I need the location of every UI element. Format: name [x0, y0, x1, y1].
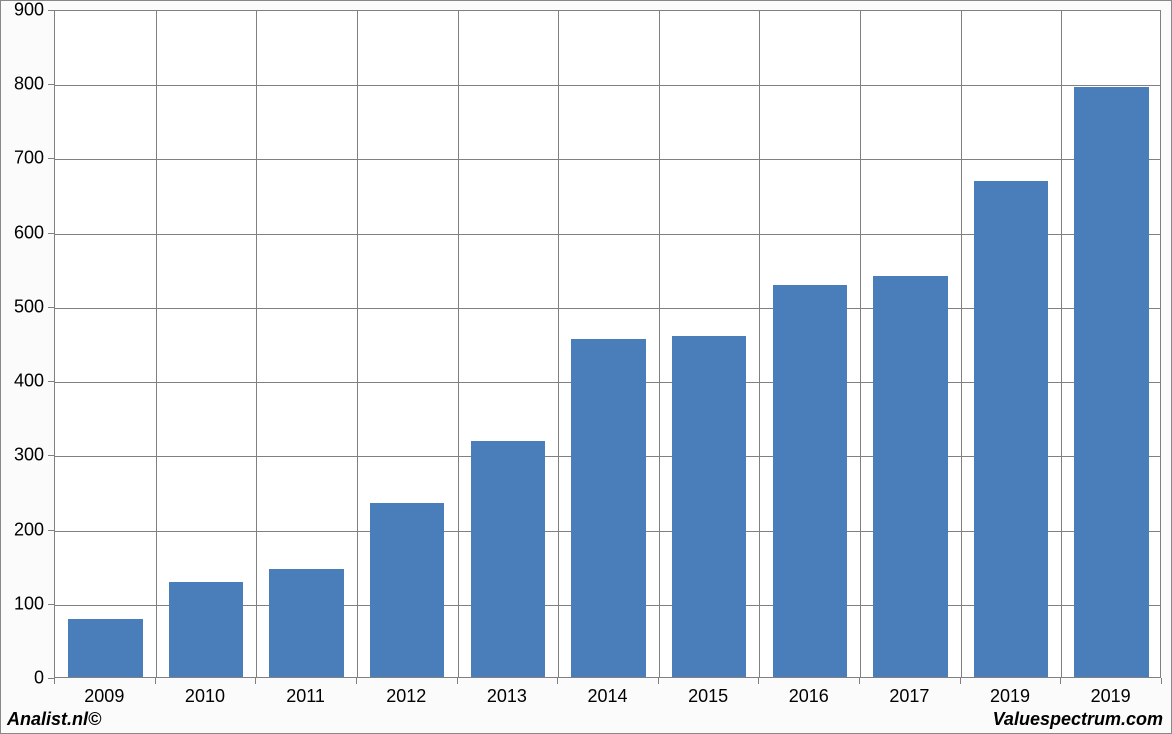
footer-right: Valuespectrum.com: [993, 709, 1163, 730]
gridline-v: [256, 11, 257, 677]
ytick-mark: [48, 307, 54, 308]
ytick-mark: [48, 455, 54, 456]
plot-area: [55, 11, 1160, 677]
bar: [68, 619, 142, 677]
xtick-mark: [557, 678, 558, 684]
ytick-mark: [48, 604, 54, 605]
bar: [974, 181, 1048, 677]
ytick-mark: [48, 233, 54, 234]
chart-container: 0 100 200 300 400 500 600 700 800 900 2009 2010 201…: [0, 0, 1172, 734]
ytick-mark: [48, 84, 54, 85]
xtick-label: 2017: [889, 686, 929, 707]
ytick-mark: [48, 10, 54, 11]
bar: [1074, 87, 1148, 677]
xtick-label: 2016: [789, 686, 829, 707]
gridline-v: [156, 11, 157, 677]
bar: [370, 503, 444, 677]
gridline-v: [860, 11, 861, 677]
xtick-label: 2012: [386, 686, 426, 707]
gridline-v: [1061, 11, 1062, 677]
ytick-label: 400: [1, 371, 44, 392]
plot-frame: [54, 10, 1161, 678]
ytick-mark: [48, 530, 54, 531]
xtick-mark: [457, 678, 458, 684]
ytick-label: 100: [1, 593, 44, 614]
ytick-mark: [48, 381, 54, 382]
xtick-mark: [155, 678, 156, 684]
xtick-label: 2009: [84, 686, 124, 707]
ytick-label: 700: [1, 148, 44, 169]
footer-left: Analist.nl©: [7, 709, 101, 730]
xtick-mark: [1060, 678, 1061, 684]
gridline-v: [357, 11, 358, 677]
xtick-label: 2019: [990, 686, 1030, 707]
bar: [471, 441, 545, 677]
xtick-mark: [356, 678, 357, 684]
xtick-label: 2019: [1091, 686, 1131, 707]
xtick-label: 2010: [185, 686, 225, 707]
xtick-label: 2015: [688, 686, 728, 707]
ytick-label: 900: [1, 0, 44, 21]
gridline-v: [558, 11, 559, 677]
bar: [269, 569, 343, 677]
bar: [672, 336, 746, 677]
xtick-mark: [255, 678, 256, 684]
ytick-label: 500: [1, 296, 44, 317]
bar: [169, 582, 243, 677]
xtick-mark: [960, 678, 961, 684]
ytick-label: 600: [1, 222, 44, 243]
ytick-mark: [48, 158, 54, 159]
xtick-mark: [1161, 678, 1162, 684]
ytick-label: 300: [1, 445, 44, 466]
ytick-label: 200: [1, 519, 44, 540]
bar: [873, 276, 947, 677]
ytick-label: 0: [1, 668, 44, 689]
ytick-label: 800: [1, 74, 44, 95]
xtick-label: 2011: [286, 686, 325, 707]
gridline-v: [961, 11, 962, 677]
xtick-mark: [54, 678, 55, 684]
gridline-v: [458, 11, 459, 677]
bar: [773, 285, 847, 677]
xtick-mark: [859, 678, 860, 684]
xtick-label: 2014: [587, 686, 627, 707]
xtick-mark: [758, 678, 759, 684]
xtick-mark: [658, 678, 659, 684]
gridline-v: [759, 11, 760, 677]
gridline-h: [55, 85, 1160, 86]
bar: [571, 339, 645, 677]
gridline-h: [55, 159, 1160, 160]
gridline-v: [659, 11, 660, 677]
xtick-label: 2013: [487, 686, 527, 707]
